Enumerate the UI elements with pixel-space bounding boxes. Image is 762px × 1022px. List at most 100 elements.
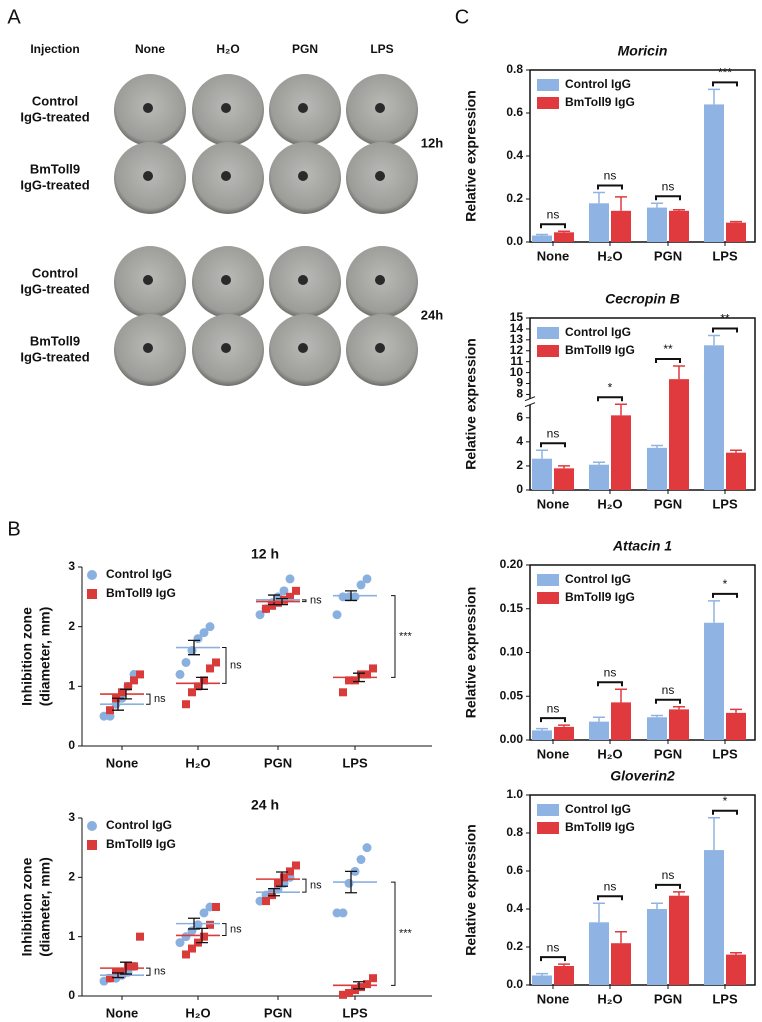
significance-bracket (712, 809, 738, 815)
data-point (193, 920, 203, 930)
x-tick-label: LPS (712, 991, 738, 1006)
data-point (212, 658, 220, 667)
plate-hole (375, 275, 385, 285)
significance-label: ns (310, 880, 322, 892)
data-point (124, 962, 132, 971)
y-tick-label: 0.05 (500, 688, 524, 702)
y-tick-label: 0 (516, 482, 523, 496)
significance-label: ns (154, 693, 166, 705)
plate-hole (298, 171, 308, 181)
plate-hole (298, 275, 308, 285)
sem-bar (345, 870, 357, 894)
y-axis-label: Relative expression (463, 338, 479, 470)
y-tick-label: 13 (510, 332, 524, 346)
data-point (363, 670, 371, 679)
legend-marker (87, 821, 97, 831)
error-bar (708, 334, 720, 346)
legend-marker (87, 840, 97, 850)
significance-bracket (712, 592, 738, 598)
y-axis-label: (diameter, mm) (37, 607, 53, 707)
plate-hole (221, 103, 231, 113)
data-point (345, 676, 353, 685)
data-point (181, 932, 191, 942)
plate-hole (298, 343, 308, 353)
x-tick-label: LPS (342, 755, 368, 770)
error-bar (673, 706, 685, 710)
significance-bracket (540, 956, 566, 962)
error-bar (651, 714, 663, 718)
y-tick-label: 0 (68, 738, 75, 752)
x-tick-label: None (537, 746, 570, 761)
y-tick-label: 12 (510, 343, 524, 357)
row-label: Control (32, 93, 78, 108)
data-point (175, 669, 185, 679)
data-point (357, 983, 365, 992)
data-point (200, 676, 208, 685)
plate-hole (221, 343, 231, 353)
error-bar (708, 88, 720, 105)
x-tick-label: LPS (712, 746, 738, 761)
y-tick-label: 0.15 (500, 601, 524, 615)
y-tick-label: 0 (68, 988, 75, 1002)
legend-label: BmToll9 IgG (565, 343, 635, 357)
row-label: Control (32, 265, 78, 280)
significance-label: * (723, 794, 728, 808)
y-tick-label: 14 (510, 321, 524, 335)
x-tick-label: PGN (654, 496, 682, 511)
error-bar (708, 600, 720, 623)
bar (669, 379, 689, 490)
column-header: Injection (30, 42, 79, 56)
chart-title: Moricin (618, 43, 668, 59)
significance-label: ns (547, 207, 560, 221)
data-point (292, 861, 300, 870)
significance-label: ns (547, 426, 560, 440)
plate-hole (143, 275, 153, 285)
legend-swatch (537, 79, 559, 91)
time-label: 12h (421, 135, 443, 150)
row-label: BmToll9 (30, 333, 80, 348)
y-axis-label: (diameter, mm) (37, 857, 53, 957)
bar (589, 464, 609, 490)
data-point (285, 574, 295, 584)
data-point (280, 873, 288, 882)
error-bar (730, 951, 742, 955)
error-bar (593, 716, 605, 722)
plate-hole (143, 171, 153, 181)
y-tick-label: 8 (516, 387, 523, 401)
legend-marker (87, 570, 97, 580)
error-bar (558, 963, 570, 966)
significance-label: * (608, 380, 613, 394)
bar (669, 895, 689, 985)
data-point (206, 920, 214, 929)
y-tick-label: 0.6 (506, 863, 523, 877)
column-header: LPS (370, 42, 393, 56)
bar (554, 232, 574, 242)
column-header: H₂O (216, 42, 239, 56)
data-point (175, 938, 185, 948)
legend-label: Control IgG (565, 802, 631, 816)
x-tick-label: PGN (654, 991, 682, 1006)
error-bar (558, 465, 570, 469)
bar (669, 709, 689, 740)
y-tick-label: 0.8 (506, 825, 523, 839)
sem-bar (112, 972, 124, 979)
error-bar (593, 461, 605, 465)
x-tick-label: H₂O (597, 496, 622, 511)
y-tick-label: 11 (510, 354, 523, 368)
y-tick-label: 15 (510, 310, 524, 324)
data-point (200, 932, 208, 941)
significance-label: ns (662, 868, 675, 882)
legend-swatch (537, 592, 559, 604)
column-header: PGN (292, 42, 318, 56)
legend-label: Control IgG (565, 325, 631, 339)
significance-label: ** (720, 312, 730, 326)
y-tick-label: 0.8 (506, 62, 523, 76)
chart-title: 24 h (251, 797, 279, 813)
error-bar (673, 891, 685, 896)
x-tick-label: PGN (654, 248, 682, 263)
sem-bar (345, 590, 357, 602)
x-tick-label: H₂O (597, 991, 622, 1006)
data-point (181, 657, 191, 667)
error-bar (615, 688, 627, 703)
